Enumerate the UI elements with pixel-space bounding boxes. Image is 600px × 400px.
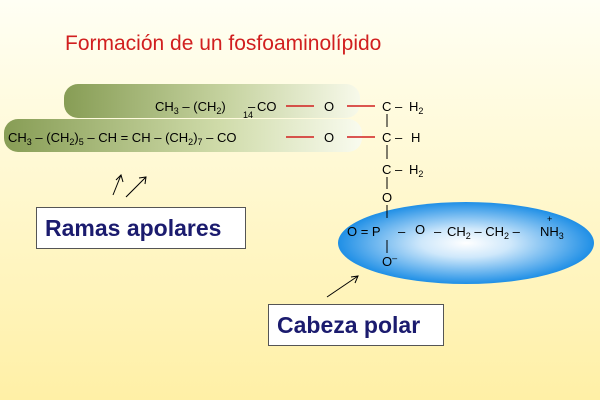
svg-text:–: – [434, 224, 442, 239]
svg-text:C: C [382, 130, 391, 145]
ester-oxygen-2: O [324, 130, 334, 145]
svg-text:C: C [382, 99, 391, 114]
svg-text:H: H [411, 130, 420, 145]
svg-text:–: – [248, 99, 256, 114]
chain2-formula: CH3 – (CH2)5 – CH = CH – (CH2)7 – CO [8, 130, 237, 147]
glycerol-backbone: C – H2 C – H C – H2 O [382, 99, 423, 205]
svg-text:–: – [395, 162, 403, 177]
svg-text:CH3 – (CH2): CH3 – (CH2) [155, 99, 226, 116]
apolar-branches-label: Ramas apolares [36, 207, 246, 249]
polar-head-ellipse [338, 202, 594, 284]
svg-text:H2: H2 [409, 99, 423, 116]
svg-text:–: – [398, 224, 406, 239]
svg-text:O = P: O = P [347, 224, 381, 239]
page-title: Formación de un fosfoaminolípido [65, 32, 381, 55]
svg-text:C: C [382, 162, 391, 177]
svg-text:CH2 – CH2 –: CH2 – CH2 – [447, 224, 521, 241]
svg-text:O: O [382, 190, 392, 205]
chain1-band [64, 84, 360, 118]
svg-text:H2: H2 [409, 162, 423, 179]
polar-arrow [326, 275, 359, 298]
chain1-formula: CH3 – (CH2) 14 – CO [155, 99, 277, 120]
svg-text:O: O [415, 222, 425, 237]
chain2-band [4, 119, 362, 152]
polar-head-label: Cabeza polar [268, 304, 444, 346]
phosphate-group: O = P – O – CH2 – CH2 – NH3 + O– [347, 214, 564, 269]
chain1-n: 14 [243, 110, 253, 120]
chain1-co: CO [257, 99, 277, 114]
svg-text:–: – [395, 99, 403, 114]
svg-text:NH3: NH3 [540, 224, 564, 241]
apolar-arrows [112, 174, 147, 198]
svg-text:+: + [547, 214, 552, 224]
svg-text:–: – [395, 130, 403, 145]
svg-text:CH3 – (CH2)5 – CH = CH – (CH2): CH3 – (CH2)5 – CH = CH – (CH2)7 – CO [8, 130, 237, 147]
svg-text:O–: O– [382, 253, 397, 269]
ester-oxygen-1: O [324, 99, 334, 114]
